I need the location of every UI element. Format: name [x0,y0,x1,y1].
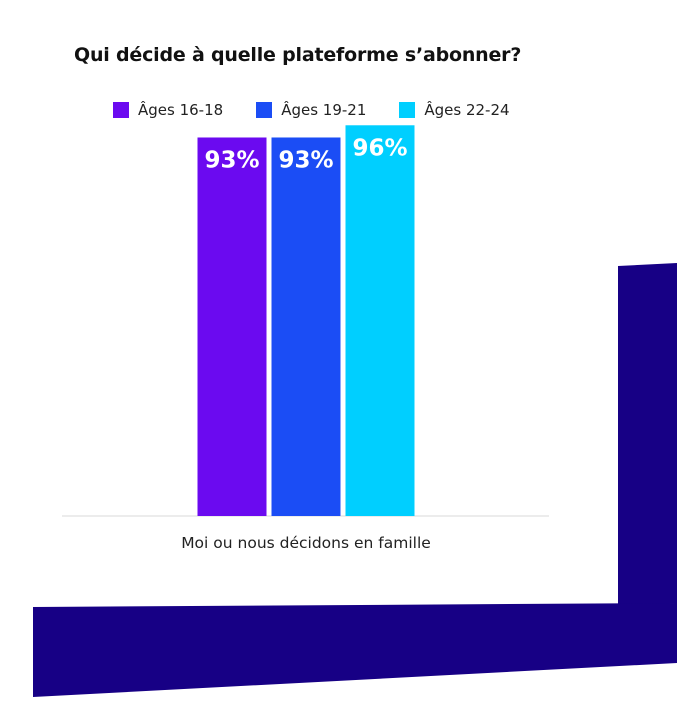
category-label: Moi ou nous décidons en famille [181,534,431,552]
legend-label-3: Âges 22-24 [424,101,510,119]
legend-swatch-3 [399,102,416,118]
bar-value-label-3: 96% [352,135,407,161]
decor-vertical-band [618,263,677,607]
legend-item-1: Âges 16-18 [113,101,223,119]
legend-item-2: Âges 19-21 [256,101,366,119]
bar-value-label-1: 93% [204,147,259,173]
legend-swatch-1 [113,102,129,118]
bar-3 [345,125,415,516]
chart-title: Qui décide à quelle plateforme s’abonner… [74,44,522,66]
legend-swatch-2 [256,102,273,118]
legend-label-1: Âges 16-18 [138,101,224,119]
bar-2 [271,137,341,517]
legend-item-3: Âges 22-24 [399,101,510,119]
chart-legend: Âges 16-18 Âges 19-21 Âges 22-24 [113,101,510,119]
legend-label-2: Âges 19-21 [281,101,367,119]
bar-1 [197,137,267,517]
bar-value-label-2: 93% [278,147,333,173]
decor-horizontal-band [33,603,677,697]
